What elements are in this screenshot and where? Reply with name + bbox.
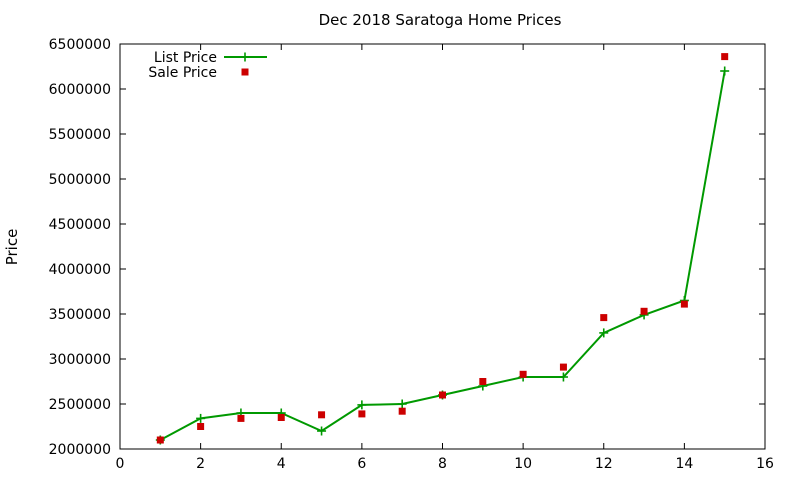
plot-frame	[119, 43, 766, 450]
list-price-point	[317, 426, 327, 436]
list-price-line	[159, 70, 726, 441]
sale-price-point	[680, 300, 688, 308]
y-tick-label: 3000000	[49, 352, 111, 368]
y-tick-label: 4500000	[49, 217, 111, 233]
sale-price-point	[398, 407, 406, 415]
sale-price-point	[721, 53, 729, 61]
sale-price-point	[439, 391, 446, 399]
list-price-point	[196, 413, 206, 423]
x-tick-label: 2	[196, 456, 205, 472]
legend-marker-sale-price	[241, 68, 249, 76]
y-tick-label: 2500000	[49, 397, 111, 413]
y-tick-label: 6500000	[49, 37, 111, 53]
sale-price-point	[197, 423, 205, 430]
y-tick-label: 2000000	[49, 442, 111, 458]
sale-price-point	[600, 314, 608, 322]
chart-title: Dec 2018 Saratoga Home Prices	[319, 11, 562, 29]
y-tick-label: 3500000	[49, 307, 111, 323]
list-price-point	[599, 328, 609, 338]
x-tick-label: 0	[116, 456, 125, 472]
sale-price-point	[156, 436, 164, 444]
list-price-point	[558, 372, 568, 382]
list-price-point	[397, 399, 407, 409]
x-tick-label: 8	[438, 456, 447, 472]
sale-price-point	[358, 410, 366, 418]
series-layer	[155, 53, 730, 445]
legend-label-list-price: List Price	[154, 50, 217, 66]
x-tick-label: 6	[357, 456, 366, 472]
list-price-point	[357, 400, 367, 410]
sale-price-point	[640, 307, 648, 315]
y-tick-label: 5000000	[49, 172, 111, 188]
sale-price-point	[277, 414, 285, 421]
x-tick-label: 10	[514, 456, 532, 472]
y-tick-label: 5500000	[49, 127, 111, 143]
legend-label-sale-price: Sale Price	[148, 65, 217, 81]
x-tick-label: 12	[595, 456, 613, 472]
axis-ticks: 0 2 4 6 8 10 12 14 16 2000000 2500000 3000000 350000…	[49, 37, 774, 472]
sale-price-point	[479, 378, 487, 385]
sale-price-point	[559, 363, 567, 371]
y-axis-label: Price	[3, 229, 21, 266]
x-tick-label: 16	[756, 456, 774, 472]
sale-price-point	[519, 370, 527, 378]
list-price-point	[720, 66, 730, 76]
y-tick-label: 6000000	[49, 82, 111, 98]
sale-price-point	[318, 411, 326, 419]
legend-marker-list-price	[240, 52, 250, 62]
y-tick-label: 4000000	[49, 262, 111, 278]
x-tick-label: 4	[277, 456, 286, 472]
x-tick-label: 14	[675, 456, 693, 472]
sale-price-point	[237, 414, 245, 422]
